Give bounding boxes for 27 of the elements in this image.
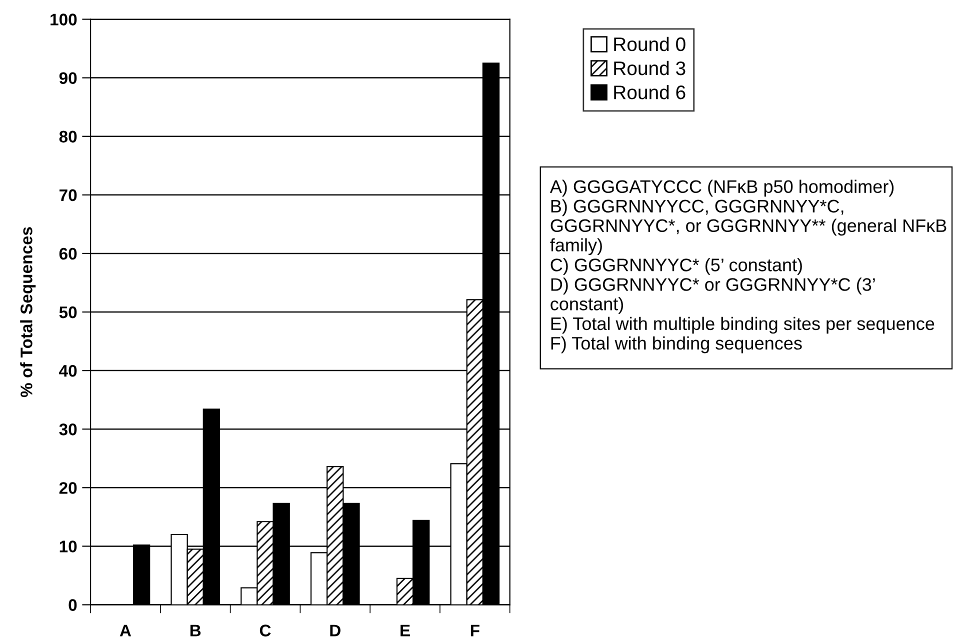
x-tick-label: A [120, 624, 132, 636]
y-tick-label: 40 [59, 364, 77, 377]
legend-label: Round 6 [614, 84, 686, 100]
text: D) GGGRNNYYC* or GGGRNNYY*C (3’ constant) [550, 278, 875, 314]
y-tick-label: 70 [60, 189, 77, 202]
x-tick-label: B [190, 624, 201, 636]
x-tick-label: F [470, 624, 480, 636]
y-tick-label: 100 [50, 14, 77, 26]
x-tick-label: C [260, 624, 271, 636]
legend-label: Round 3 [614, 60, 686, 76]
text: B) GGGRNNYYCC, GGGRNNYY*C, GGGRNNYYC*, or GGGRNNYY** (general NFκB family) [550, 199, 946, 256]
y-tick-label: 80 [59, 130, 77, 143]
y-tick-label: 60 [59, 248, 77, 260]
text: C) GGGRNNYYC* (5’ constant) [550, 258, 802, 275]
y-tick-label: 50 [59, 306, 77, 318]
x-tick-label: E [400, 624, 410, 636]
y-axis-title: % of Total Sequences [20, 227, 36, 398]
text: F) Total with binding sequences [551, 336, 802, 354]
y-tick-label: 30 [59, 424, 77, 436]
x-tick-label: D [330, 624, 340, 636]
y-tick-label: 0 [68, 599, 77, 611]
text: A) GGGGATYCCC (NFκB p50 homodimer) [550, 180, 894, 197]
y-tick-label: 90 [59, 72, 77, 84]
y-tick-label: 10 [60, 540, 77, 552]
y-tick-label: 20 [59, 482, 77, 494]
text: E) Total with multiple binding sites per sequence [551, 316, 934, 334]
legend-label: Round 0 [614, 36, 686, 52]
